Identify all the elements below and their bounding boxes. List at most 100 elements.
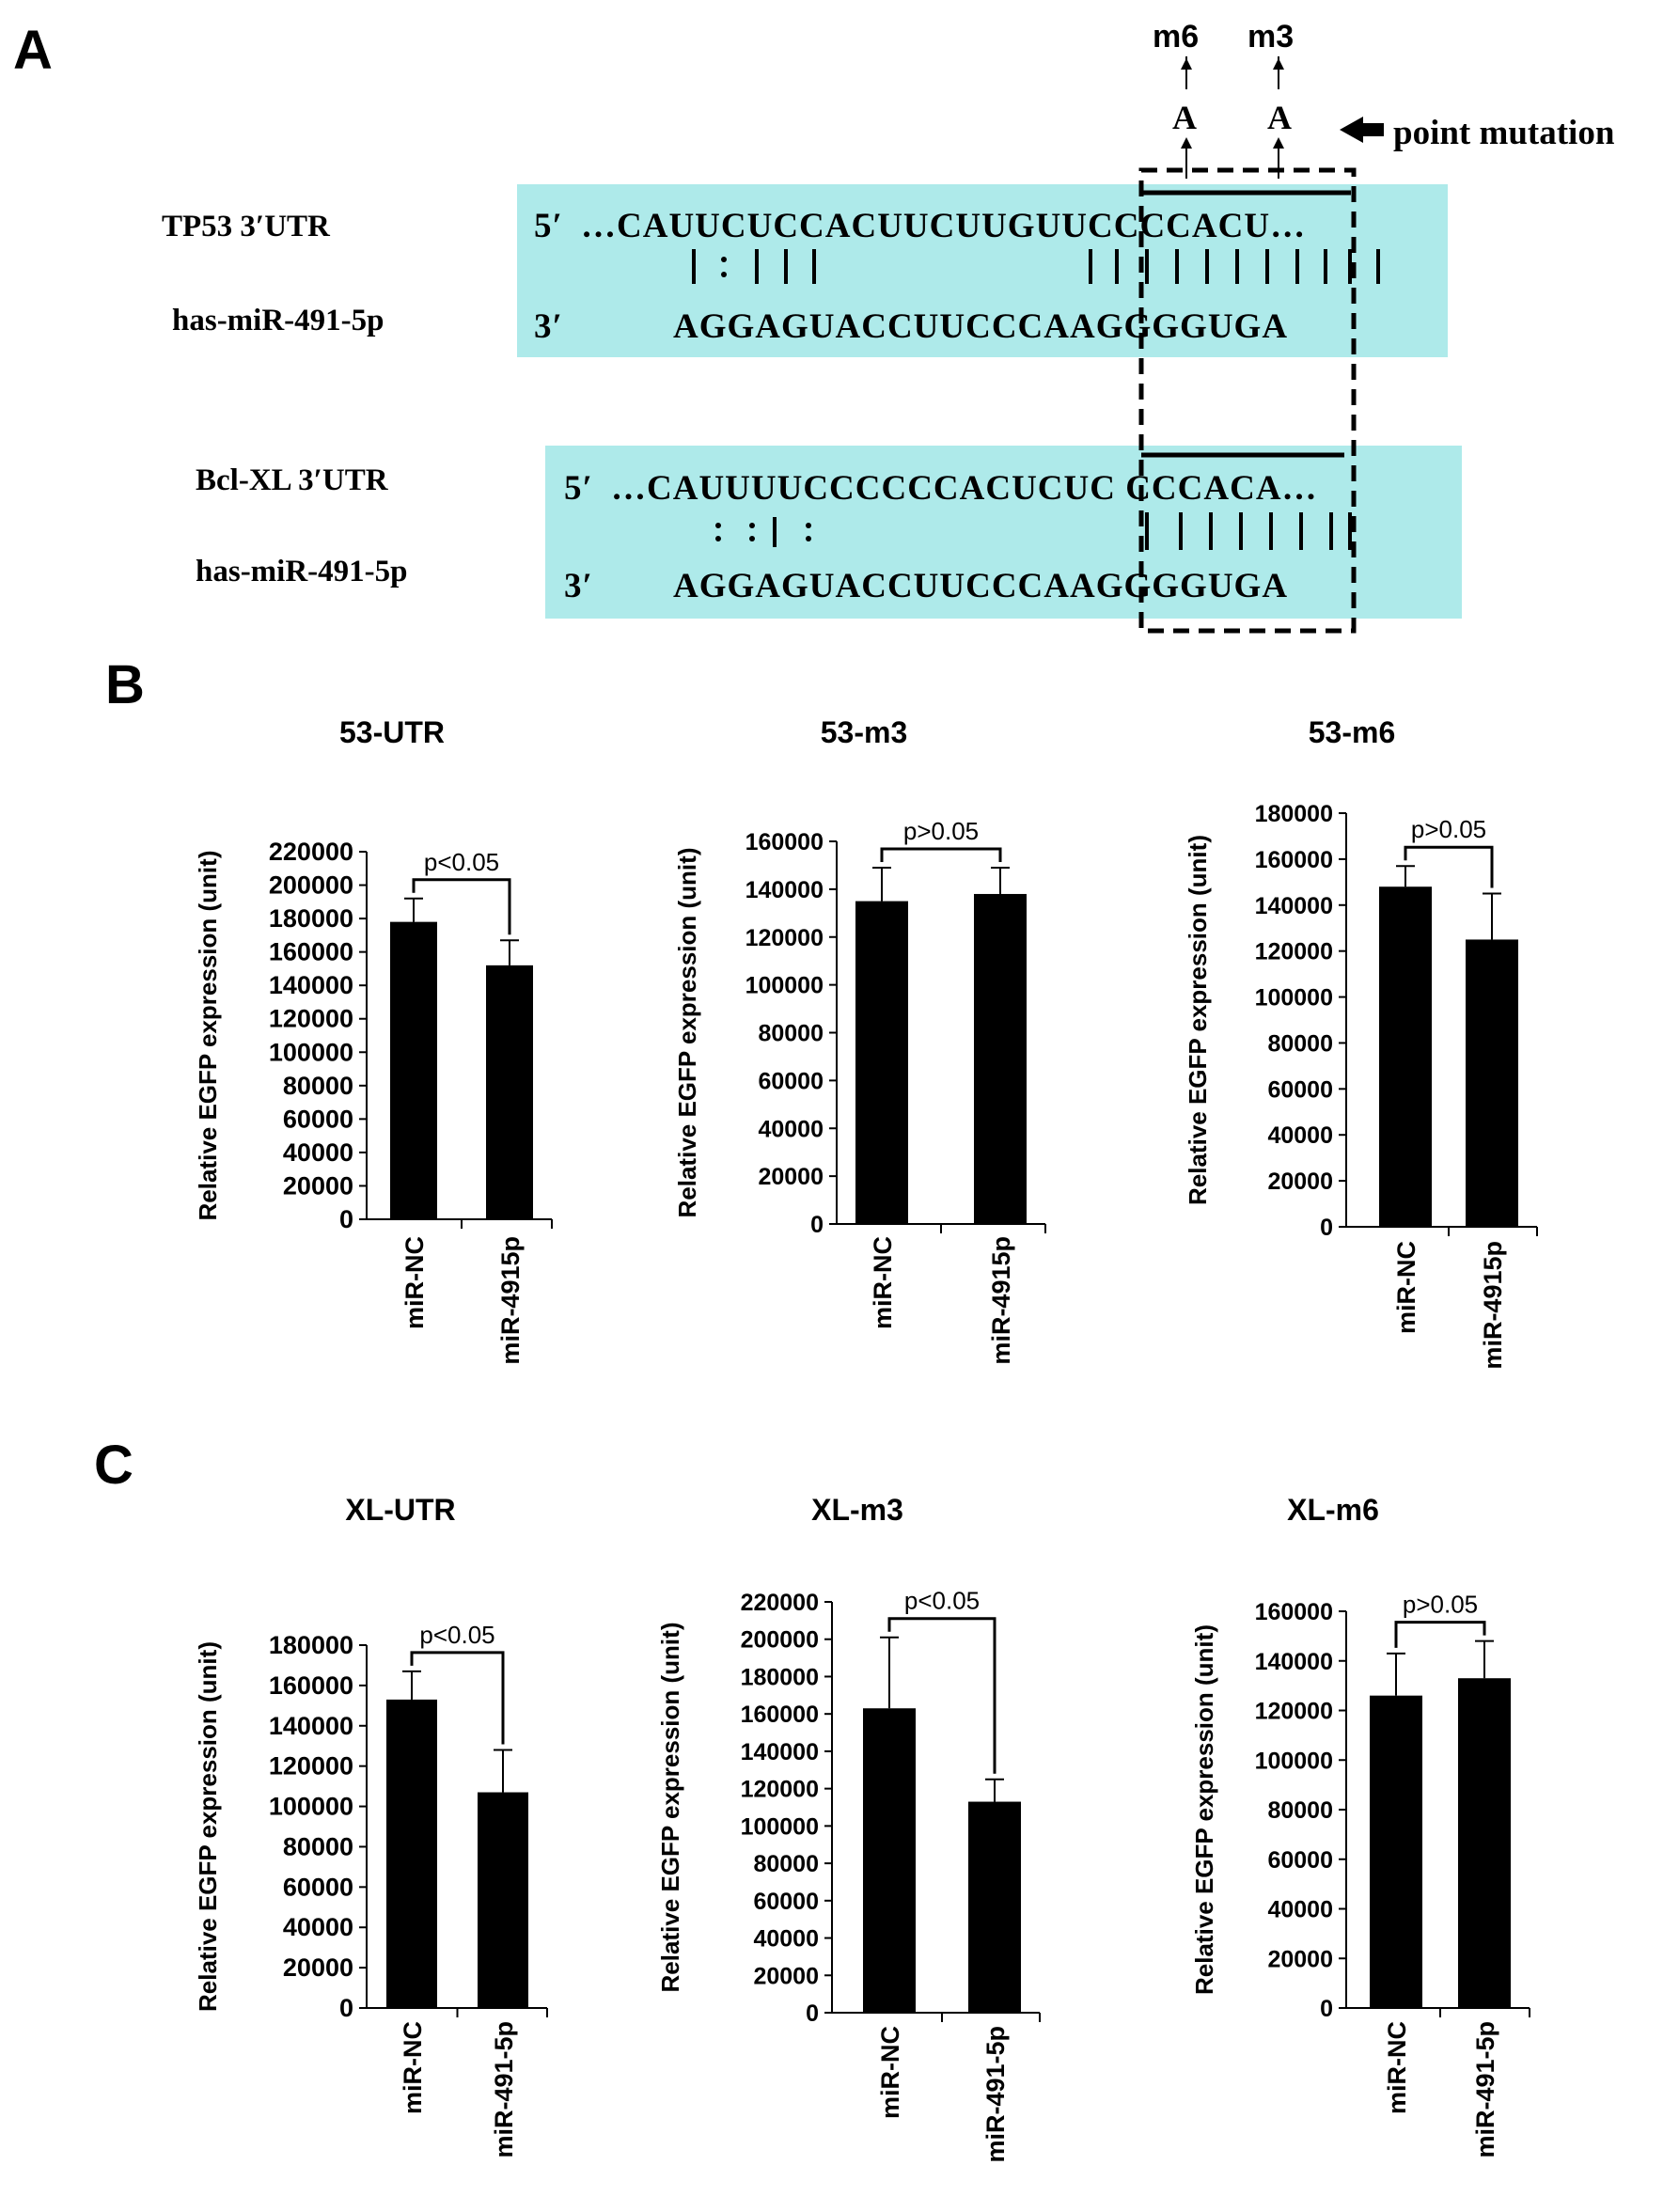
chart-title: 53-m3 <box>821 715 908 749</box>
category-label: miR-4915p <box>496 1236 525 1365</box>
bar <box>968 1801 1021 2013</box>
y-tick-label: 120000 <box>269 1752 353 1781</box>
y-tick-label: 0 <box>1320 1996 1333 2022</box>
y-tick-label: 80000 <box>753 1851 819 1877</box>
chart-title: XL-m3 <box>811 1493 903 1527</box>
significance-label: p>0.05 <box>1411 815 1486 843</box>
bar <box>486 965 533 1219</box>
y-axis-label: Relative EGFP expression (unit) <box>1184 835 1212 1205</box>
y-tick-label: 140000 <box>1255 893 1333 919</box>
y-tick-label: 120000 <box>1255 939 1333 965</box>
bclxl-five-prime: 5′ <box>564 469 593 508</box>
bar <box>386 1699 437 2008</box>
bar <box>855 901 908 1224</box>
significance-label: p>0.05 <box>903 817 979 845</box>
y-tick-label: 20000 <box>1267 1169 1333 1195</box>
y-tick-label: 60000 <box>753 1889 819 1915</box>
y-tick-label: 100000 <box>1255 1748 1333 1774</box>
y-tick-label: 40000 <box>1267 1897 1333 1923</box>
significance-bracket <box>880 847 1002 862</box>
bar <box>478 1792 528 2008</box>
y-tick-label: 160000 <box>745 829 824 855</box>
bclxl-sequence-box <box>545 446 1462 619</box>
y-tick-label: 60000 <box>1267 1847 1333 1874</box>
y-tick-label: 100000 <box>741 1813 819 1840</box>
y-tick-label: 20000 <box>1267 1946 1333 1972</box>
category-label: miR-4915p <box>987 1236 1015 1365</box>
y-tick-label: 180000 <box>269 904 353 933</box>
y-tick-label: 60000 <box>283 1873 353 1901</box>
y-axis-label: Relative EGFP expression (unit) <box>656 1623 684 1993</box>
y-tick-label: 200000 <box>741 1627 819 1654</box>
y-tick-label: 40000 <box>753 1926 819 1953</box>
bar <box>390 921 437 1219</box>
y-tick-label: 100000 <box>1255 985 1333 1012</box>
significance-label: p>0.05 <box>1403 1591 1478 1619</box>
tp53-five-prime: 5′ <box>534 207 563 245</box>
marker-m6: m6 <box>1153 19 1200 55</box>
bclxl-three-prime: 3′ <box>564 567 593 605</box>
category-label: miR-NC <box>400 1236 429 1329</box>
y-tick-label: 120000 <box>741 1777 819 1803</box>
tp53-utr-sequence: …CAUUCUCCACUUCUUGUUCCCCACU… <box>581 207 1307 245</box>
panel-label-a: A <box>13 20 53 81</box>
y-tick-label: 140000 <box>745 877 824 903</box>
significance-label: p<0.05 <box>424 848 499 876</box>
y-tick-label: 140000 <box>269 971 353 999</box>
category-label: miR-NC <box>876 2026 904 2119</box>
bar <box>863 1708 916 2013</box>
bar <box>974 893 1027 1224</box>
y-tick-label: 0 <box>339 1205 353 1233</box>
y-tick-label: 80000 <box>758 1021 824 1047</box>
y-axis-label: Relative EGFP expression (unit) <box>194 1641 222 2012</box>
y-tick-label: 20000 <box>758 1164 824 1190</box>
y-axis-label: Relative EGFP expression (unit) <box>1190 1624 1218 1995</box>
y-tick-label: 160000 <box>1255 1599 1333 1625</box>
y-axis-label: Relative EGFP expression (unit) <box>194 851 222 1221</box>
significance-bracket <box>1394 1621 1486 1648</box>
tp53-mir-sequence: AGGAGUACCUUCCCAAGGGGUGA <box>673 307 1289 346</box>
tp53-utr-label: TP53 3′UTR <box>162 210 330 243</box>
alignment-graphics <box>692 56 1384 634</box>
y-tick-label: 180000 <box>741 1664 819 1690</box>
chart-title: 53-m6 <box>1309 715 1396 749</box>
significance-bracket <box>887 1617 996 1774</box>
category-label: miR-NC <box>399 2021 427 2114</box>
category-label: miR-4915p <box>1479 1241 1507 1370</box>
y-tick-label: 120000 <box>745 925 824 951</box>
y-tick-label: 140000 <box>741 1739 819 1765</box>
y-tick-label: 40000 <box>758 1116 824 1142</box>
tp53-three-prime: 3′ <box>534 307 563 346</box>
chart-title: XL-m6 <box>1287 1493 1379 1527</box>
y-tick-label: 0 <box>806 2000 819 2027</box>
y-tick-label: 80000 <box>283 1832 353 1860</box>
y-tick-label: 40000 <box>1267 1122 1333 1149</box>
tp53-sequence-box <box>517 184 1448 357</box>
tp53-mir-label: has-miR-491-5p <box>172 304 384 337</box>
marker-m3: m3 <box>1247 19 1295 55</box>
y-tick-label: 160000 <box>269 1671 353 1700</box>
bclxl-mir-sequence: AGGAGUACCUUCCCAAGGGGUGA <box>673 567 1289 605</box>
y-tick-label: 40000 <box>283 1913 353 1941</box>
mutated-base-m3: A <box>1267 99 1292 136</box>
significance-label: p<0.05 <box>904 1587 980 1615</box>
significance-bracket <box>1404 845 1494 888</box>
y-tick-label: 100000 <box>269 1793 353 1821</box>
bar <box>1379 886 1432 1227</box>
category-label: miR-NC <box>1392 1241 1420 1334</box>
y-tick-label: 40000 <box>283 1138 353 1167</box>
y-tick-label: 120000 <box>269 1005 353 1033</box>
mutated-base-m6: A <box>1172 99 1197 136</box>
y-tick-label: 200000 <box>269 871 353 900</box>
y-tick-label: 220000 <box>741 1590 819 1616</box>
category-label: miR-491-5p <box>490 2021 518 2158</box>
y-tick-label: 60000 <box>1267 1076 1333 1103</box>
y-tick-label: 180000 <box>1255 801 1333 827</box>
bclxl-mir-label: has-miR-491-5p <box>196 555 408 588</box>
significance-label: p<0.05 <box>419 1621 494 1649</box>
y-tick-label: 20000 <box>753 1963 819 1989</box>
bclxl-utr-label: Bcl-XL 3′UTR <box>196 463 388 497</box>
bclxl-utr-sequence: …CAUUUUCCCCCCACUCUC CCCACA… <box>611 469 1318 508</box>
y-tick-label: 0 <box>339 1994 353 2022</box>
